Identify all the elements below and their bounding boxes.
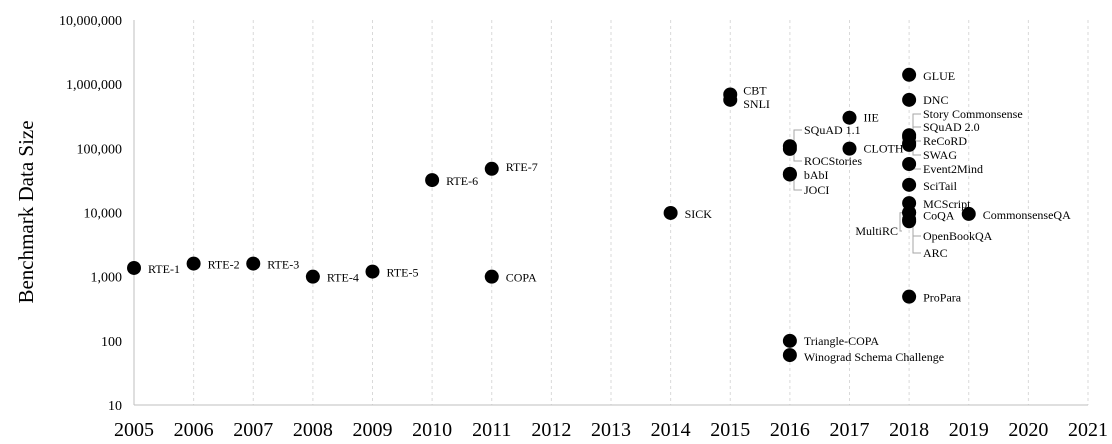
x-tick-2012: 2012 <box>531 419 571 441</box>
point-glue <box>902 67 917 82</box>
label-rte-4: RTE-4 <box>327 271 359 285</box>
point-labels: RTE-1 RTE-2 RTE-3 RTE-4 RTE-5 RTE-6 RTE-7 COPA S… <box>148 69 1071 364</box>
point-cloth <box>842 141 857 156</box>
y-tick-100: 100 <box>101 335 122 350</box>
x-tick-2009: 2009 <box>353 419 393 441</box>
y-tick-10-000: 10,000 <box>84 207 123 222</box>
label-cbt: CBT <box>743 84 767 98</box>
label-rte-7: RTE-7 <box>506 160 538 174</box>
label-story-commonsense: Story Commonsense <box>923 107 1023 121</box>
x-tick-2015: 2015 <box>710 419 750 441</box>
label-commonsenseqa: CommonsenseQA <box>983 208 1071 222</box>
label-squad-1-1: SQuAD 1.1 <box>804 123 861 137</box>
x-tick-2020: 2020 <box>1008 419 1048 441</box>
point-swag <box>902 137 917 152</box>
point-rte-6 <box>425 173 440 188</box>
point-rte-4 <box>305 269 320 284</box>
label-joci: JOCI <box>804 183 829 197</box>
y-tick-10-000-000: 10,000,000 <box>59 14 122 29</box>
point-winograd-schema-challenge <box>782 348 797 363</box>
x-tick-2013: 2013 <box>591 419 631 441</box>
x-tick-2005: 2005 <box>114 419 154 441</box>
axes <box>133 20 1088 406</box>
label-event2mind: Event2Mind <box>923 162 983 176</box>
point-commonsenseqa <box>961 206 976 221</box>
label-rte-1: RTE-1 <box>148 262 180 276</box>
point-iie <box>842 110 857 125</box>
point-scitail <box>902 177 917 192</box>
y-tick-10: 10 <box>108 399 122 414</box>
x-tick-2011: 2011 <box>472 419 511 441</box>
label-rte-3: RTE-3 <box>267 258 299 272</box>
label-rte-6: RTE-6 <box>446 174 478 188</box>
point-rte-1 <box>127 260 141 275</box>
x-tick-2018: 2018 <box>889 419 929 441</box>
label-swag: SWAG <box>923 148 957 162</box>
label-propara: ProPara <box>923 291 962 305</box>
label-openbookqa: OpenBookQA <box>923 229 993 243</box>
x-tick-2010: 2010 <box>412 419 452 441</box>
x-tick-2007: 2007 <box>233 419 273 441</box>
point-rte-5 <box>365 264 380 279</box>
label-rte-2: RTE-2 <box>208 258 240 272</box>
y-axis-label: Benchmark Data Size <box>14 120 38 303</box>
point-dnc <box>902 92 917 107</box>
label-scitail: SciTail <box>923 179 957 193</box>
label-sick: SICK <box>685 207 713 221</box>
point-sick <box>663 205 678 220</box>
data-points <box>127 67 976 363</box>
y-tick-1-000-000: 1,000,000 <box>66 78 122 93</box>
y-tick-100-000: 100,000 <box>77 142 123 157</box>
y-tick-1-000: 1,000 <box>91 271 123 286</box>
x-tick-2014: 2014 <box>651 419 691 441</box>
point-joci <box>782 167 797 182</box>
label-snli: SNLI <box>743 97 770 111</box>
point-triangle-copa <box>782 333 797 348</box>
x-tick-2017: 2017 <box>830 419 870 441</box>
label-multirc: MultiRC <box>855 224 898 238</box>
x-tick-labels: 2005 2006 2007 2008 2009 2010 2011 2012 2013 2014… <box>114 419 1108 441</box>
label-copa: COPA <box>506 271 537 285</box>
label-mcscript: MCScript <box>923 197 971 211</box>
label-cloth: CLOTH <box>864 142 904 156</box>
x-tick-2019: 2019 <box>949 419 989 441</box>
label-squad-2-0: SQuAD 2.0 <box>923 120 980 134</box>
point-rte-2 <box>186 256 201 271</box>
label-triangle-copa: Triangle-COPA <box>804 334 879 348</box>
point-propara <box>902 289 917 304</box>
y-tick-labels: 10 100 1,000 10,000 100,000 1,000,000 10,000,0… <box>59 14 122 414</box>
point-rte-3 <box>246 256 261 271</box>
x-tick-2008: 2008 <box>293 419 333 441</box>
label-rte-5: RTE-5 <box>387 266 419 280</box>
label-rocstories: ROCStories <box>804 154 862 168</box>
point-rte-7 <box>484 161 499 176</box>
label-glue: GLUE <box>923 69 955 83</box>
x-tick-2006: 2006 <box>174 419 214 441</box>
point-rocstories <box>782 141 797 156</box>
label-babi: bAbI <box>804 168 829 182</box>
point-event2mind <box>902 156 917 171</box>
label-dnc: DNC <box>923 93 948 107</box>
point-snli <box>723 92 738 107</box>
x-tick-2016: 2016 <box>770 419 810 441</box>
x-tick-2021: 2021 <box>1068 419 1108 441</box>
label-coqa: CoQA <box>923 209 955 223</box>
label-iie: IIE <box>864 111 879 125</box>
point-copa <box>484 269 499 284</box>
point-arc <box>902 212 917 227</box>
label-winograd-schema-challenge: Winograd Schema Challenge <box>804 350 944 364</box>
label-record: ReCoRD <box>923 134 967 148</box>
label-arc: ARC <box>923 246 948 260</box>
